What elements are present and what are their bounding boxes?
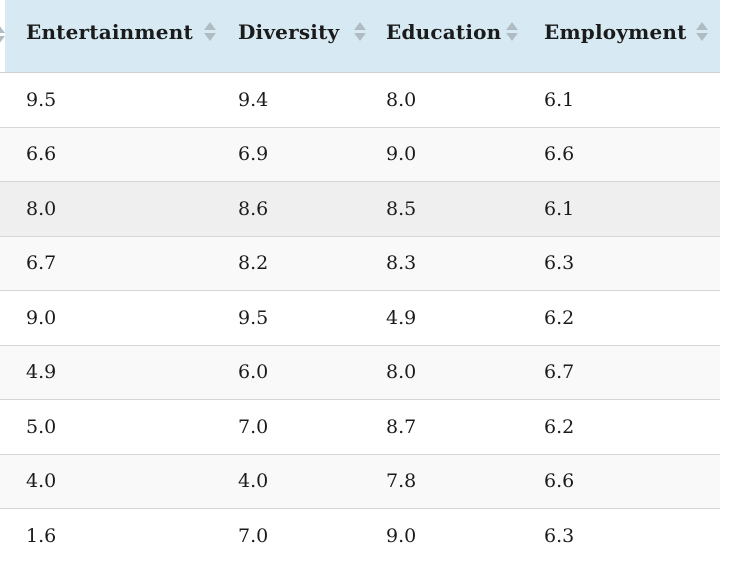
table-row[interactable]: 9.0 9.5 4.9 6.2 <box>0 291 720 346</box>
table-cell: 8.5 <box>386 197 417 220</box>
table-cell: 6.6 <box>544 470 575 493</box>
sort-both-icon-clipped <box>0 24 5 44</box>
table-row[interactable]: 1.6 7.0 9.0 6.3 <box>0 509 720 563</box>
sort-down-icon <box>204 33 216 41</box>
sort-both-icon <box>696 22 708 41</box>
column-header-label: Education <box>386 19 502 44</box>
table-cell: 6.3 <box>544 252 575 275</box>
sort-down-icon <box>0 35 5 44</box>
table-cell: 4.9 <box>386 306 417 329</box>
table-row[interactable]: 5.0 7.0 8.7 6.2 <box>0 400 720 455</box>
sort-up-icon <box>354 22 366 30</box>
table-cell: 7.0 <box>238 415 269 438</box>
table-cell: 1.6 <box>26 524 57 547</box>
table-cell: 8.6 <box>238 197 269 220</box>
sort-both-icon <box>506 22 518 41</box>
column-header-diversity[interactable]: Diversity <box>228 0 378 72</box>
table-cell: 6.9 <box>238 143 269 166</box>
table-row[interactable]: 9.5 9.4 8.0 6.1 <box>0 73 720 128</box>
table-cell: 9.5 <box>238 306 269 329</box>
table-row[interactable]: 6.6 6.9 9.0 6.6 <box>0 127 720 182</box>
table-cell: 8.0 <box>386 361 417 384</box>
clipped-prev-column-edge <box>0 0 5 72</box>
column-header-label: Diversity <box>238 19 340 44</box>
table-cell: 6.6 <box>26 143 57 166</box>
table-cell: 8.2 <box>238 252 269 275</box>
table-cell: 4.9 <box>26 361 57 384</box>
table-cell: 9.0 <box>26 306 57 329</box>
table-header-row: Entertainment Diversity Education <box>0 0 720 73</box>
table-cell: 8.0 <box>26 197 57 220</box>
table-cell: 6.3 <box>544 524 575 547</box>
column-header-label: Employment <box>544 19 687 44</box>
table-body: 9.5 9.4 8.0 6.1 6.6 6.9 9.0 6.6 8.0 8.6 8.5 6.1 6.7 8… <box>0 73 720 563</box>
sort-up-icon <box>0 24 5 33</box>
table-cell: 8.3 <box>386 252 417 275</box>
sort-down-icon <box>354 33 366 41</box>
table-cell: 7.0 <box>238 524 269 547</box>
table-cell: 9.4 <box>238 88 269 111</box>
table-cell: 4.0 <box>238 470 269 493</box>
table-cell: 7.8 <box>386 470 417 493</box>
table-cell: 6.7 <box>544 361 575 384</box>
table-cell: 6.0 <box>238 361 269 384</box>
sort-down-icon <box>506 33 518 41</box>
table-cell: 4.0 <box>26 470 57 493</box>
table-cell: 6.7 <box>26 252 57 275</box>
column-header-education[interactable]: Education <box>378 0 530 72</box>
table-cell: 9.0 <box>386 524 417 547</box>
table-cell: 5.0 <box>26 415 57 438</box>
sort-both-icon <box>354 22 366 41</box>
table-row[interactable]: 4.0 4.0 7.8 6.6 <box>0 454 720 509</box>
column-header-entertainment[interactable]: Entertainment <box>0 0 228 72</box>
table-cell: 6.1 <box>544 197 575 220</box>
table-cell: 6.6 <box>544 143 575 166</box>
table-cell: 8.0 <box>386 88 417 111</box>
column-header-label: Entertainment <box>26 19 193 44</box>
sort-up-icon <box>506 22 518 30</box>
table-cell: 8.7 <box>386 415 417 438</box>
table-cell: 6.1 <box>544 88 575 111</box>
table-row[interactable]: 8.0 8.6 8.5 6.1 <box>0 182 720 237</box>
sort-down-icon <box>696 33 708 41</box>
column-header-employment[interactable]: Employment <box>530 0 720 72</box>
sort-up-icon <box>696 22 708 30</box>
table-cell: 9.0 <box>386 143 417 166</box>
sort-up-icon <box>204 22 216 30</box>
table-cell: 6.2 <box>544 415 575 438</box>
table-row[interactable]: 4.9 6.0 8.0 6.7 <box>0 345 720 400</box>
table-row[interactable]: 6.7 8.2 8.3 6.3 <box>0 236 720 291</box>
table-cell: 6.2 <box>544 306 575 329</box>
sort-both-icon <box>204 22 216 41</box>
table-cell: 9.5 <box>26 88 57 111</box>
